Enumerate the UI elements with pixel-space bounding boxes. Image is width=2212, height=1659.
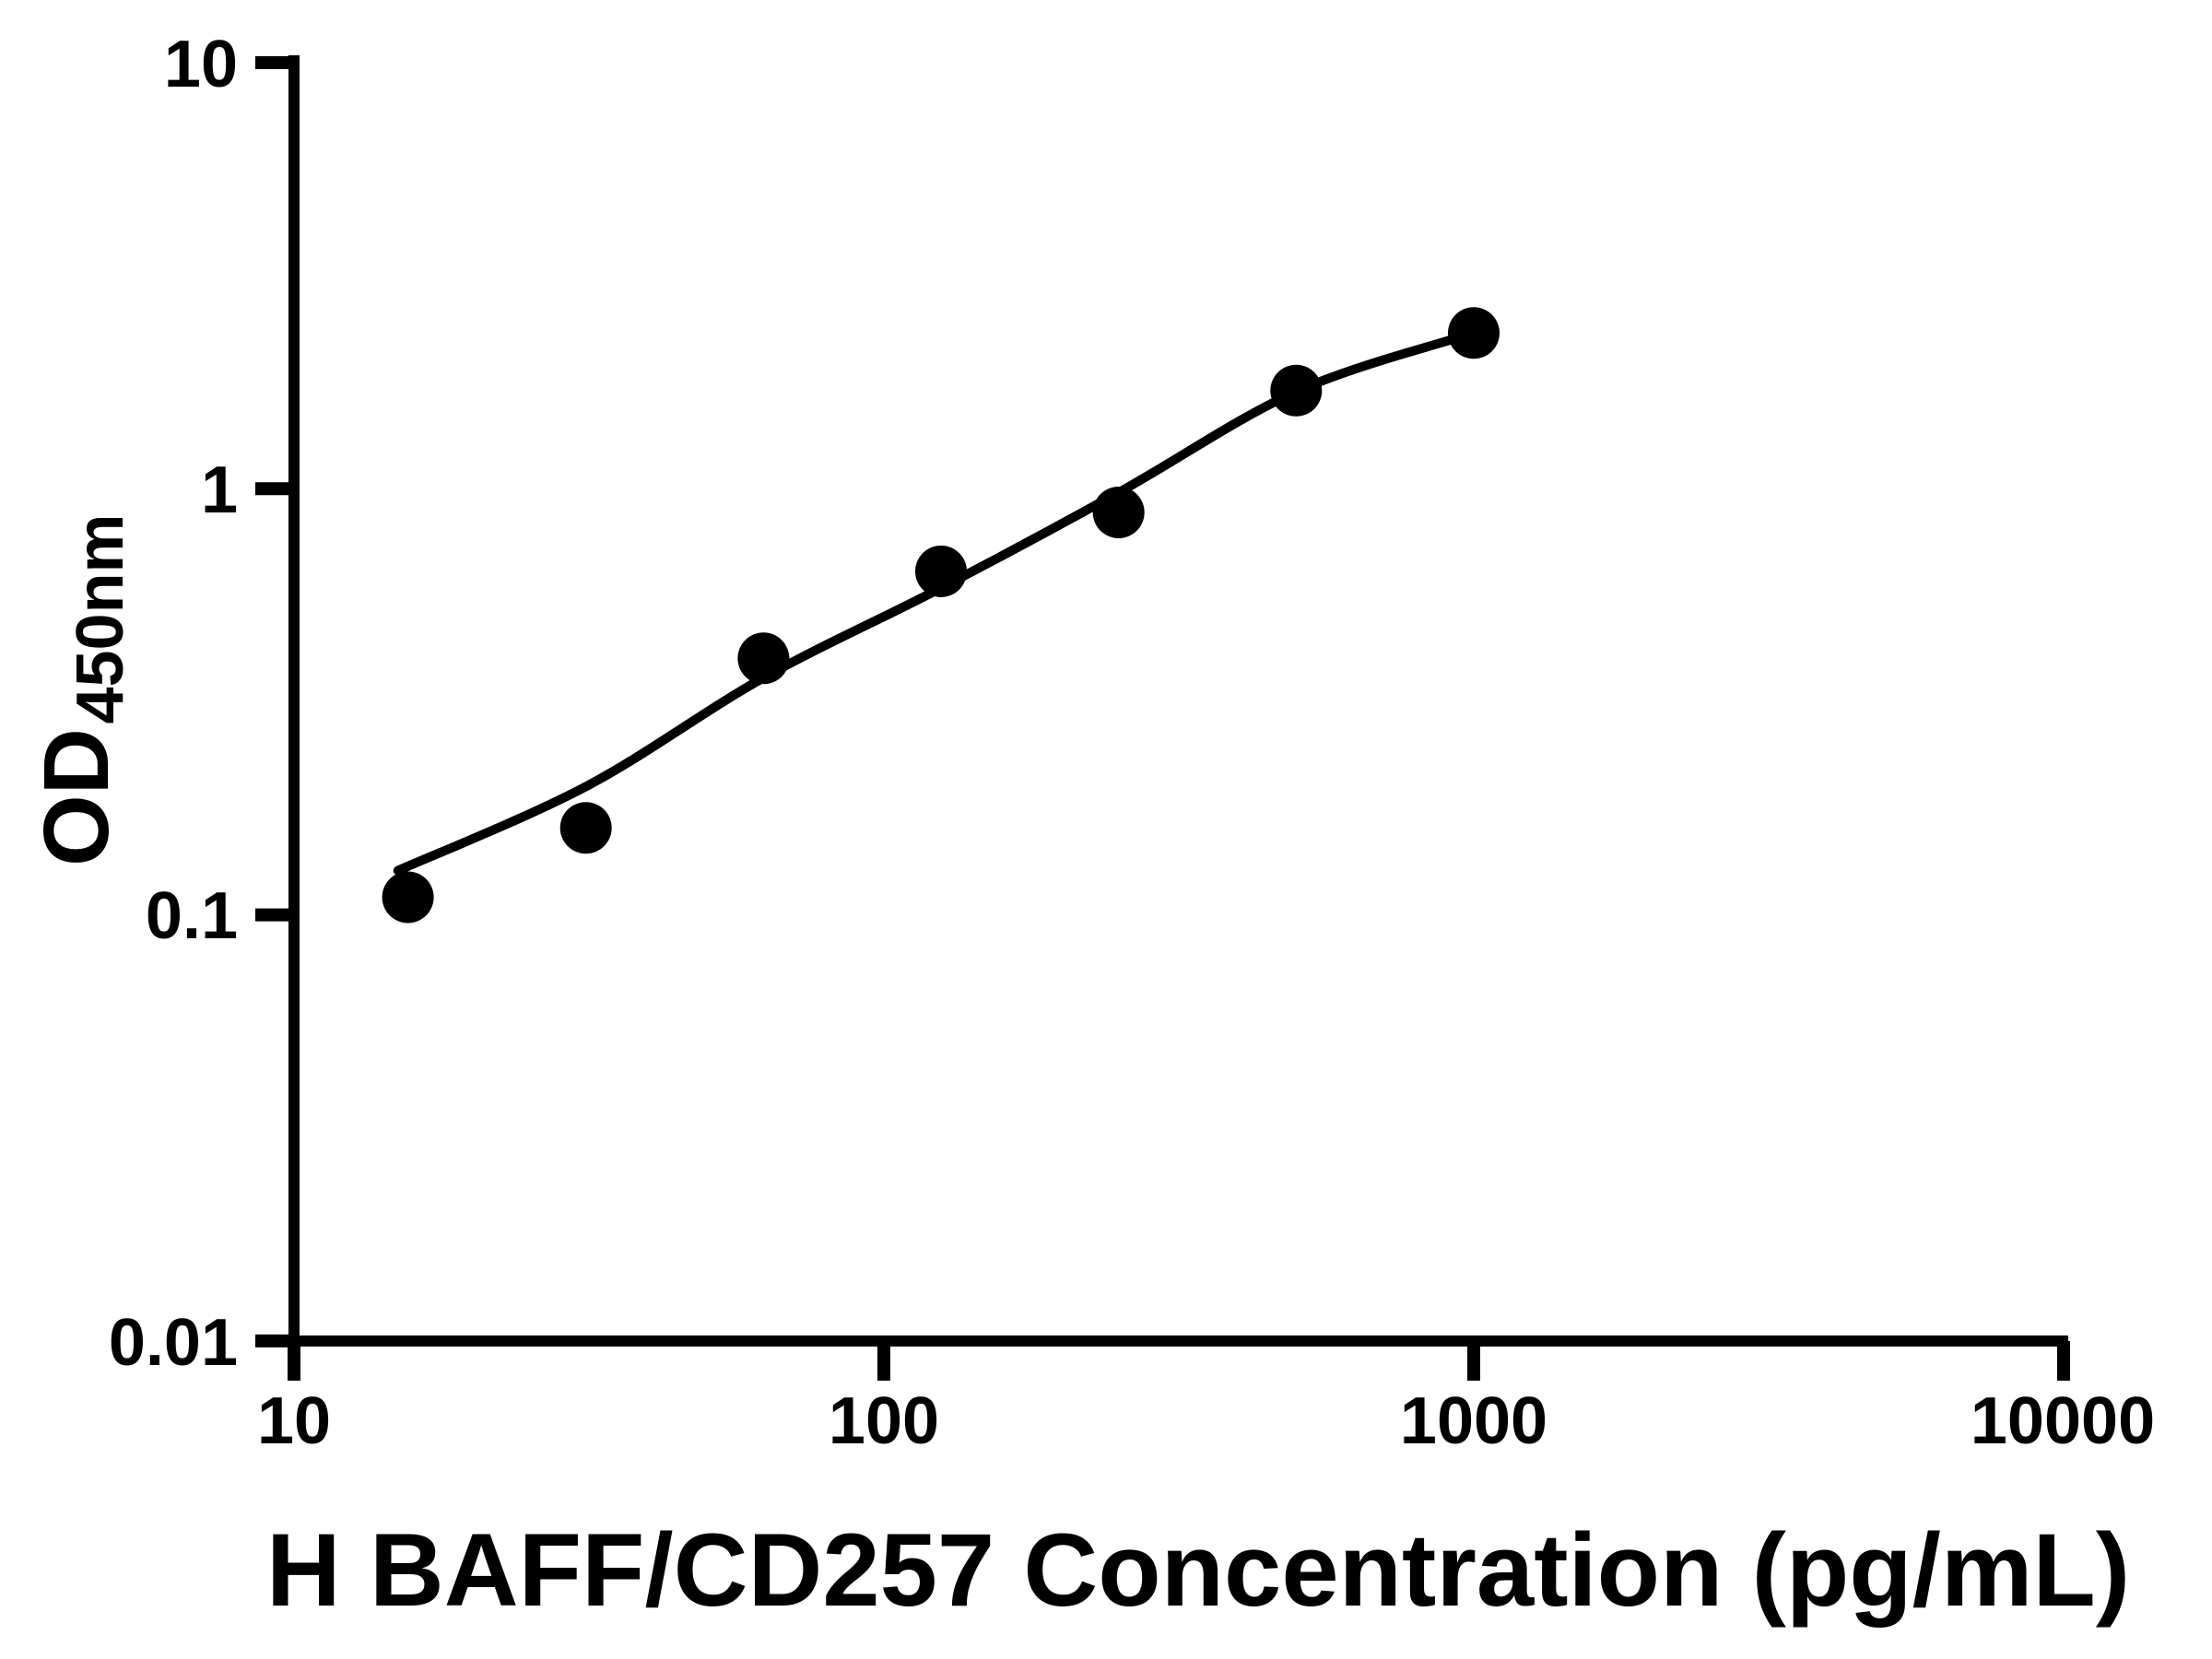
y-axis-title-subscript: 450nm: [64, 513, 137, 724]
data-point: [1448, 307, 1500, 359]
data-points: [382, 307, 1500, 924]
data-point: [1270, 364, 1323, 417]
y-tick-label-10: 10: [164, 28, 238, 101]
data-point: [1092, 487, 1145, 538]
tick-marks: [255, 56, 2070, 1381]
y-axis-title: OD 450nm: [25, 513, 137, 866]
x-tick-labels: 10 100 1000 10000: [257, 1384, 2155, 1458]
data-point: [382, 871, 434, 924]
y-tick-label-1: 1: [201, 453, 238, 527]
y-axis-title-main: OD: [25, 728, 128, 866]
y-tick-labels: 10 1 0.1 0.01: [109, 28, 238, 1380]
axes: [255, 55, 2070, 1381]
x-tick-label-100: 100: [829, 1384, 939, 1458]
data-point: [737, 632, 790, 685]
y-tick-label-0-1: 0.1: [146, 879, 238, 953]
data-point: [915, 545, 967, 597]
x-axis-title: H BAFF/CD257 Concentration (pg/mL): [266, 1512, 2130, 1628]
x-tick-label-10000: 10000: [1971, 1384, 2155, 1458]
y-tick-label-0-01: 0.01: [109, 1306, 238, 1380]
x-tick-label-1000: 1000: [1400, 1384, 1547, 1458]
x-tick-label-10: 10: [257, 1384, 331, 1458]
fit-curve: [393, 328, 1478, 876]
data-point: [559, 802, 612, 854]
